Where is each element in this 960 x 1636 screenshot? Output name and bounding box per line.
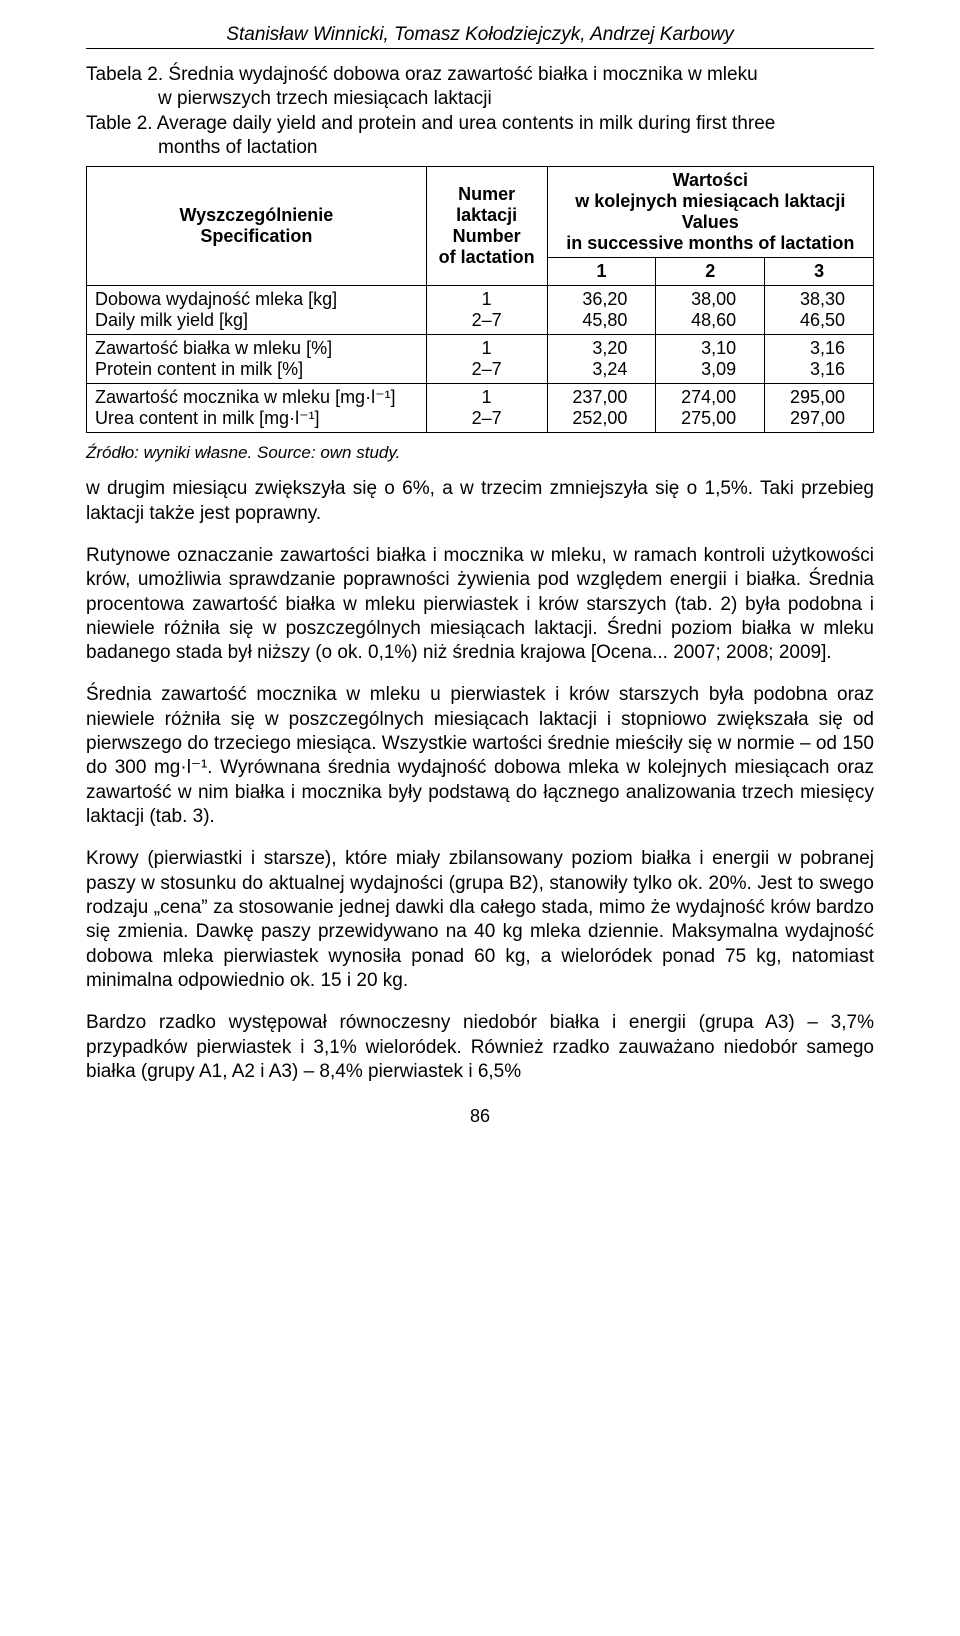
caption-en-1: Table 2. Average daily yield and protein… <box>86 112 874 136</box>
row-label-pl: Zawartość mocznika w mleku [mg·l⁻¹] <box>95 387 396 407</box>
cell: 3,24 <box>592 359 627 379</box>
row-label: Dobowa wydajność mleka [kg] Daily milk y… <box>87 286 427 335</box>
th-val-pl1: Wartości <box>673 170 748 190</box>
row-label-en: Urea content in milk [mg·l⁻¹] <box>95 408 320 428</box>
authors-header: Stanisław Winnicki, Tomasz Kołodziejczyk… <box>86 24 874 49</box>
th-spec: Wyszczególnienie Specification <box>87 167 427 286</box>
cell: 295,00 297,00 <box>765 384 874 433</box>
row-lact: 1 2–7 <box>426 286 547 335</box>
row-label-en: Protein content in milk [%] <box>95 359 303 379</box>
table-caption: Tabela 2. Średnia wydajność dobowa oraz … <box>86 63 874 160</box>
cell: 2–7 <box>472 359 502 379</box>
cell: 1 <box>482 289 492 309</box>
cell: 274,00 <box>681 387 736 407</box>
cell: 3,10 <box>701 338 736 358</box>
th-val-en1: Values <box>682 212 739 232</box>
th-lactation: Numer laktacji Number of lactation <box>426 167 547 286</box>
cell: 295,00 <box>790 387 845 407</box>
cell: 3,16 <box>810 338 845 358</box>
page-number: 86 <box>86 1106 874 1127</box>
paragraph: Średnia zawartość mocznika w mleku u pie… <box>86 683 874 829</box>
th-lact-en1: Number <box>453 226 521 246</box>
th-values: Wartości w kolejnych miesiącach laktacji… <box>547 167 873 258</box>
caption-en-2: months of lactation <box>86 136 874 160</box>
paragraph: Bardzo rzadko występował równoczesny nie… <box>86 1011 874 1084</box>
cell: 3,09 <box>701 359 736 379</box>
row-label: Zawartość mocznika w mleku [mg·l⁻¹] Urea… <box>87 384 427 433</box>
cell: 252,00 <box>572 408 627 428</box>
cell: 237,00 252,00 <box>547 384 656 433</box>
cell: 275,00 <box>681 408 736 428</box>
cell: 38,30 46,50 <box>765 286 874 335</box>
th-col-2: 2 <box>656 258 765 286</box>
table-source: Źródło: wyniki własne. Source: own study… <box>86 443 874 463</box>
row-lact: 1 2–7 <box>426 384 547 433</box>
cell: 3,20 3,24 <box>547 335 656 384</box>
paragraph: w drugim miesiącu zwiększyła się o 6%, a… <box>86 477 874 526</box>
th-spec-en: Specification <box>200 226 312 246</box>
th-lact-en2: of lactation <box>439 247 535 267</box>
th-spec-pl: Wyszczególnienie <box>180 205 334 225</box>
row-label-pl: Dobowa wydajność mleka [kg] <box>95 289 337 309</box>
cell: 36,20 45,80 <box>547 286 656 335</box>
cell: 237,00 <box>572 387 627 407</box>
row-label: Zawartość białka w mleku [%] Protein con… <box>87 335 427 384</box>
th-lact-pl2: laktacji <box>456 205 517 225</box>
paragraph: Rutynowe oznaczanie zawartości białka i … <box>86 544 874 666</box>
cell: 274,00 275,00 <box>656 384 765 433</box>
caption-pl-1: Tabela 2. Średnia wydajność dobowa oraz … <box>86 64 758 85</box>
table-row: Zawartość białka w mleku [%] Protein con… <box>87 335 874 384</box>
cell: 3,20 <box>592 338 627 358</box>
cell: 36,20 <box>582 289 627 309</box>
cell: 297,00 <box>790 408 845 428</box>
paragraph: Krowy (pierwiastki i starsze), które mia… <box>86 847 874 993</box>
cell: 2–7 <box>472 408 502 428</box>
th-val-pl2: w kolejnych miesiącach laktacji <box>575 191 845 211</box>
cell: 38,00 <box>691 289 736 309</box>
table-row: Zawartość mocznika w mleku [mg·l⁻¹] Urea… <box>87 384 874 433</box>
th-col-1: 1 <box>547 258 656 286</box>
cell: 3,16 3,16 <box>765 335 874 384</box>
th-col-3: 3 <box>765 258 874 286</box>
cell: 2–7 <box>472 310 502 330</box>
cell: 46,50 <box>800 310 845 330</box>
row-label-pl: Zawartość białka w mleku [%] <box>95 338 332 358</box>
cell: 38,30 <box>800 289 845 309</box>
cell: 3,16 <box>810 359 845 379</box>
cell: 38,00 48,60 <box>656 286 765 335</box>
th-val-en2: in successive months of lactation <box>566 233 854 253</box>
row-lact: 1 2–7 <box>426 335 547 384</box>
caption-pl-2: w pierwszych trzech miesiącach laktacji <box>86 87 874 111</box>
th-lact-pl1: Numer <box>458 184 515 204</box>
table-row: Dobowa wydajność mleka [kg] Daily milk y… <box>87 286 874 335</box>
cell: 3,10 3,09 <box>656 335 765 384</box>
cell: 1 <box>482 387 492 407</box>
data-table: Wyszczególnienie Specification Numer lak… <box>86 166 874 433</box>
cell: 45,80 <box>582 310 627 330</box>
cell: 48,60 <box>691 310 736 330</box>
row-label-en: Daily milk yield [kg] <box>95 310 248 330</box>
cell: 1 <box>482 338 492 358</box>
